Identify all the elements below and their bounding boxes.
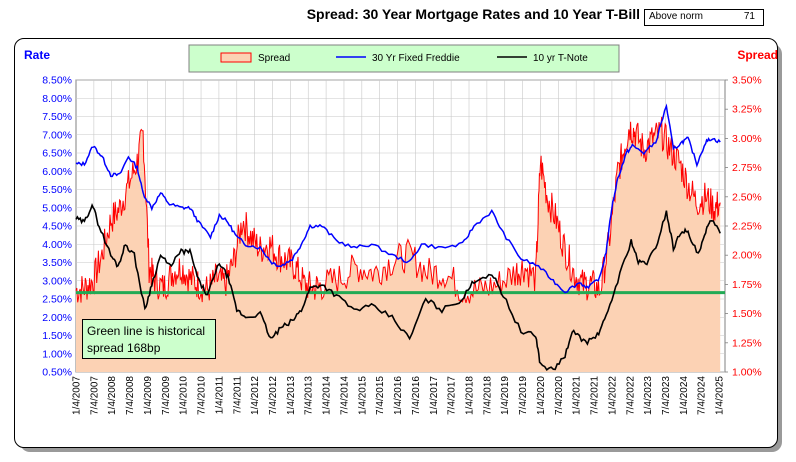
left-axis-ticks: 8.50% 8.00% 7.50% 7.00% 6.50% 6.00% 5.50% 5.00%…	[42, 75, 72, 379]
note-line-2: spread 168bp	[87, 341, 161, 355]
legend-box	[188, 44, 620, 73]
left-tick-label: 6.50%	[42, 148, 72, 160]
right-tick-label: 1.00%	[732, 367, 762, 379]
x-tick-label: 7/4/2024	[697, 376, 708, 415]
x-tick-label: 7/4/2023	[661, 376, 672, 415]
x-tick-label: 1/4/2014	[322, 376, 333, 415]
left-tick-label: 5.50%	[42, 184, 72, 196]
right-tick-label: 2.50%	[732, 191, 762, 203]
right-tick-label: 1.25%	[732, 337, 762, 349]
x-tick-label: 7/4/2015	[375, 376, 386, 415]
left-tick-label: 4.50%	[42, 221, 72, 233]
x-tick-label: 1/4/2007	[72, 376, 83, 415]
x-tick-label: 1/4/2023	[643, 376, 654, 415]
right-axis-title: Spread	[737, 48, 778, 62]
x-tick-label: 7/4/2007	[89, 376, 100, 415]
left-tick-label: 0.50%	[42, 367, 72, 379]
left-tick-label: 2.50%	[42, 294, 72, 306]
x-tick-label: 1/4/2025	[715, 376, 726, 415]
x-tick-label: 1/4/2018	[465, 376, 476, 415]
x-tick-label: 7/4/2021	[590, 376, 601, 415]
historical-spread-note: Green line is historical spread 168bp	[82, 319, 216, 359]
right-tick-label: 1.75%	[732, 279, 762, 291]
legend: Spread 30 Yr Fixed Freddie 10 yr T-Note	[188, 44, 620, 73]
left-tick-label: 3.50%	[42, 257, 72, 269]
x-tick-label: 7/4/2012	[268, 376, 279, 415]
legend-spread-label: Spread	[258, 53, 290, 64]
x-tick-label: 1/4/2020	[536, 376, 547, 415]
right-axis-ticks: 3.50% 3.25% 3.00% 2.75% 2.50% 2.25% 2.00% 1.75%…	[725, 75, 762, 379]
x-tick-label: 1/4/2008	[107, 376, 118, 415]
legend-spread-swatch	[220, 52, 252, 63]
x-tick-label: 7/4/2013	[304, 376, 315, 415]
x-tick-label: 1/4/2016	[393, 376, 404, 415]
above-norm-box: Above norm 71	[644, 9, 764, 26]
right-tick-label: 2.25%	[732, 221, 762, 233]
left-tick-label: 7.00%	[42, 129, 72, 141]
left-tick-label: 3.00%	[42, 275, 72, 287]
left-tick-label: 6.00%	[42, 166, 72, 178]
left-tick-label: 4.00%	[42, 239, 72, 251]
x-tick-label: 7/4/2009	[161, 376, 172, 415]
x-tick-label: 1/4/2019	[500, 376, 511, 415]
mortgage-30yr-series-line	[75, 103, 721, 294]
x-tick-label: 1/4/2013	[286, 376, 297, 415]
x-tick-label: 1/4/2009	[143, 376, 154, 415]
x-tick-label: 7/4/2011	[232, 376, 243, 415]
x-tick-label: 1/4/2024	[679, 376, 690, 415]
x-tick-label: 1/4/2022	[607, 376, 618, 415]
x-tick-label: 7/4/2019	[518, 376, 529, 415]
right-tick-label: 3.50%	[732, 75, 762, 87]
above-norm-label: Above norm	[649, 11, 703, 22]
x-tick-label: 7/4/2018	[482, 376, 493, 415]
above-norm-value: 71	[743, 11, 755, 22]
legend-tnote-label: 10 yr T-Note	[533, 53, 588, 64]
legend-mortgage-label: 30 Yr Fixed Freddie	[372, 53, 460, 64]
left-tick-label: 1.50%	[42, 330, 72, 342]
right-tick-label: 3.00%	[732, 133, 762, 145]
chart-title: Spread: 30 Year Mortgage Rates and 10 Ye…	[306, 6, 640, 22]
x-tick-label: 1/4/2017	[429, 376, 440, 415]
left-tick-label: 5.00%	[42, 202, 72, 214]
note-line-1: Green line is historical	[87, 324, 206, 338]
x-tick-label: 1/4/2010	[179, 376, 190, 415]
x-tick-label: 1/4/2015	[357, 376, 368, 415]
x-tick-label: 7/4/2016	[411, 376, 422, 415]
tnote-10yr-series-line	[75, 202, 721, 371]
x-tick-label: 7/4/2017	[447, 376, 458, 415]
right-tick-label: 2.75%	[732, 162, 762, 174]
x-tick-label: 7/4/2022	[625, 376, 636, 415]
left-tick-label: 1.00%	[42, 348, 72, 360]
x-tick-label: 1/4/2021	[572, 376, 583, 415]
x-tick-label: 7/4/2008	[125, 376, 136, 415]
right-tick-label: 3.25%	[732, 104, 762, 116]
left-tick-label: 8.50%	[42, 75, 72, 87]
x-tick-label: 1/4/2011	[214, 376, 225, 415]
left-axis-title: Rate	[24, 48, 50, 62]
x-tick-label: 7/4/2010	[197, 376, 208, 415]
x-tick-label: 7/4/2020	[554, 376, 565, 415]
x-axis-ticks: 1/4/2007 7/4/2007 1/4/2008 7/4/2008 1/4/2009…	[72, 376, 726, 415]
spread-series-line	[75, 116, 721, 304]
right-tick-label: 2.00%	[732, 250, 762, 262]
right-tick-label: 1.50%	[732, 308, 762, 320]
left-tick-label: 2.00%	[42, 312, 72, 324]
left-tick-label: 8.00%	[42, 93, 72, 105]
left-tick-label: 7.50%	[42, 111, 72, 123]
x-tick-label: 1/4/2012	[250, 376, 261, 415]
x-tick-label: 7/4/2014	[339, 376, 350, 415]
